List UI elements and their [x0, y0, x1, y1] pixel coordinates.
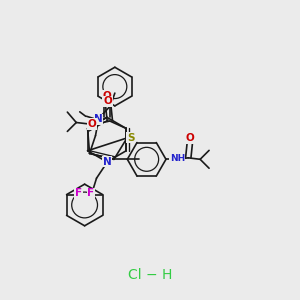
- Text: N: N: [103, 157, 111, 167]
- Text: Cl − H: Cl − H: [128, 268, 172, 282]
- Text: NH: NH: [169, 154, 185, 163]
- Text: F: F: [75, 188, 82, 198]
- Text: F: F: [87, 188, 94, 198]
- Text: O: O: [185, 133, 194, 143]
- Text: O: O: [104, 96, 113, 106]
- Text: O: O: [103, 91, 111, 100]
- Text: S: S: [127, 133, 134, 143]
- Text: O: O: [88, 119, 96, 129]
- Text: N: N: [94, 114, 103, 124]
